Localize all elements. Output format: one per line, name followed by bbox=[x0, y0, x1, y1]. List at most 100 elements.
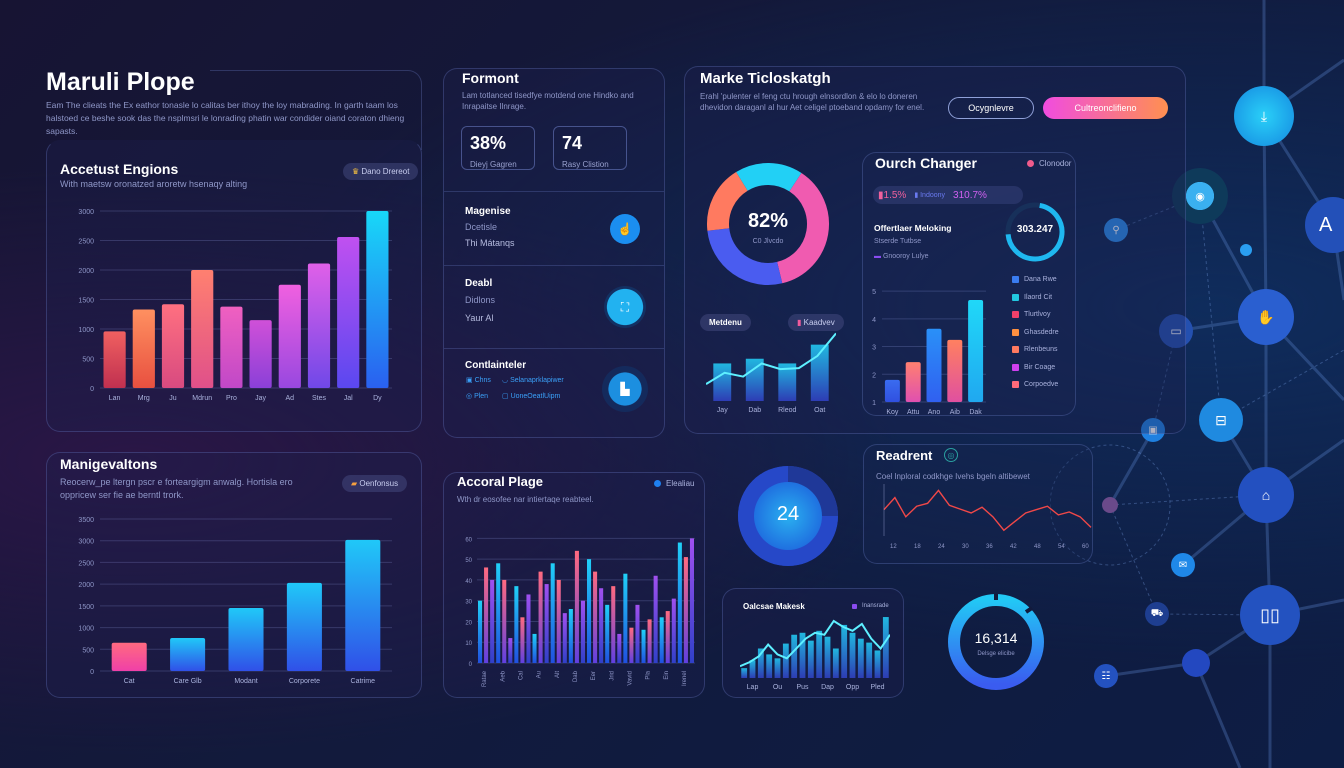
line-series bbox=[883, 489, 1092, 532]
formont-item-button[interactable]: ⛶ bbox=[604, 286, 646, 328]
stat-card[interactable]: 38% Dieyj Gagren bbox=[461, 126, 535, 170]
legend-swatch: ▮ bbox=[797, 318, 804, 327]
x-tick-label: Stes bbox=[312, 395, 327, 402]
network-node-chat[interactable]: ✉ bbox=[1171, 553, 1195, 577]
market-donut-chart bbox=[707, 163, 829, 285]
connector-button[interactable]: ▙ bbox=[602, 366, 648, 412]
bar bbox=[532, 633, 537, 663]
network-node-monitor[interactable]: ▭ bbox=[1159, 314, 1193, 348]
x-tick-label: 12 bbox=[890, 544, 897, 550]
x-tick-label: Au bbox=[537, 671, 543, 678]
cart-icon: ⊟ bbox=[1215, 411, 1227, 428]
bar bbox=[841, 624, 848, 678]
bar bbox=[526, 594, 531, 663]
y-tick-label: 3000 bbox=[78, 539, 94, 546]
kpi: ▮1.5% bbox=[878, 189, 907, 201]
y-tick-label: 40 bbox=[465, 579, 472, 585]
ourch-gauge bbox=[1005, 202, 1065, 262]
connector-link[interactable]: ◡ Selanaprklapiwer bbox=[502, 377, 564, 384]
network-node-cart[interactable]: ⊟ bbox=[1199, 398, 1243, 442]
network-node-share[interactable]: ⚲ bbox=[1104, 218, 1128, 242]
bar bbox=[968, 299, 984, 402]
gauge-24-value: 24 bbox=[776, 503, 800, 525]
bar bbox=[599, 588, 604, 663]
chart-icon: ▰ bbox=[351, 479, 360, 488]
bar bbox=[623, 573, 628, 663]
legend-label: Ilaord Cit bbox=[1024, 293, 1053, 301]
manigevaltons-badge[interactable]: ▰ Oenfonsus bbox=[342, 475, 408, 492]
network-node-car[interactable]: ⛟ bbox=[1145, 602, 1169, 626]
connector-link[interactable]: ▢ UoneOeatlUipm bbox=[502, 393, 561, 400]
ourch-subtitle: Offertlaer Meloking bbox=[874, 223, 952, 233]
y-tick-label: 20 bbox=[465, 620, 472, 626]
car-icon: ⛟ bbox=[1150, 607, 1164, 619]
connector-link[interactable]: ▣ Chns bbox=[466, 377, 491, 384]
hand-icon: ☝ bbox=[617, 222, 633, 236]
metrics-tag[interactable]: ▮ Kaadvev bbox=[788, 314, 844, 331]
legend-item: Tlurtlvoy bbox=[1012, 311, 1050, 318]
network-node-handshake[interactable]: ✋ bbox=[1238, 289, 1294, 345]
y-tick-label: 0 bbox=[90, 386, 94, 393]
legend-label: Bir Coage bbox=[1024, 363, 1056, 371]
x-tick-label: Aeb bbox=[500, 670, 506, 681]
desk-icon: ⛶ bbox=[620, 299, 630, 314]
x-tick-label: Attu bbox=[907, 409, 920, 416]
book-icon: ▯▯ bbox=[1260, 604, 1280, 625]
legend-swatch bbox=[1012, 276, 1019, 283]
y-tick-label: 2000 bbox=[78, 268, 94, 275]
formont-item-button[interactable]: ☝ bbox=[610, 214, 640, 244]
x-tick-label: Catrime bbox=[351, 678, 376, 685]
x-tick-label: Ratae bbox=[482, 670, 488, 687]
network-node-download[interactable]: ⤓ bbox=[1234, 86, 1294, 146]
network-node-letter[interactable]: A bbox=[1305, 197, 1344, 253]
formont-item-line: Yaur Al bbox=[465, 313, 494, 323]
bar bbox=[550, 563, 555, 663]
formont-item-line: Dcetisle bbox=[465, 222, 498, 232]
readrent-info-icon[interactable]: ◎ bbox=[944, 448, 958, 462]
network-node-home[interactable]: ⌂ bbox=[1238, 467, 1294, 523]
legend-swatch bbox=[1012, 381, 1019, 388]
line-series bbox=[706, 332, 836, 385]
trophy-icon: ♛ bbox=[352, 167, 362, 176]
bar bbox=[832, 648, 839, 678]
metrics-tag[interactable]: Metdenu bbox=[700, 314, 751, 331]
bar bbox=[741, 668, 748, 678]
bar bbox=[103, 331, 126, 388]
x-tick-label: 18 bbox=[914, 544, 921, 550]
legend-item: Dana Rwe bbox=[1012, 276, 1057, 283]
network-node-camera[interactable]: ▣ bbox=[1141, 418, 1165, 442]
x-tick-label: Mdrun bbox=[192, 395, 212, 402]
gauge-16314 bbox=[948, 594, 1044, 690]
x-tick-label: Rleod bbox=[778, 407, 796, 414]
network-node-book[interactable]: ▯▯ bbox=[1240, 585, 1300, 645]
ourch-gauge-value: 303.247 bbox=[1016, 224, 1054, 235]
network-node-users[interactable]: ☷ bbox=[1094, 664, 1118, 688]
legend-item: Ghasdedre bbox=[1012, 328, 1059, 336]
bar bbox=[791, 634, 798, 678]
engagement-badge[interactable]: ♛ Dano Drereot bbox=[343, 163, 419, 180]
bar bbox=[647, 619, 652, 663]
y-tick-label: 2000 bbox=[78, 582, 94, 589]
x-tick-label: Corporete bbox=[289, 678, 320, 685]
accoral-bar-chart: 0 10 20 30 40 50 60 Ratae Aeb Cal Au Alt Dab Eer Jrid V… bbox=[465, 537, 695, 687]
y-tick-label: 1 bbox=[872, 400, 876, 407]
bar bbox=[484, 567, 489, 663]
bar bbox=[538, 571, 543, 663]
bar bbox=[562, 613, 567, 663]
share-icon: ⚲ bbox=[1112, 224, 1120, 236]
x-tick-label: Koy bbox=[886, 409, 899, 416]
market-outline-button[interactable]: Ocygnlevre bbox=[948, 97, 1034, 119]
market-primary-button[interactable]: Cultreonclifieno bbox=[1043, 97, 1168, 119]
x-tick-label: Ju bbox=[169, 395, 177, 402]
bar bbox=[617, 633, 622, 663]
legend-swatch bbox=[1012, 293, 1019, 301]
connector-link[interactable]: ◎ Plen bbox=[466, 393, 489, 400]
x-tick-label: 24 bbox=[938, 544, 945, 550]
stat-card[interactable]: 74 Rasy Clistion bbox=[553, 126, 627, 170]
network-node-globe[interactable]: ◉ bbox=[1172, 168, 1228, 224]
x-tick-label: Ad bbox=[286, 395, 295, 402]
donut-value: 82% bbox=[747, 210, 789, 232]
legend-item: Rlenbeuns bbox=[1012, 346, 1057, 353]
market-description: Erahl 'pulenter el feng ctu hrough elnso… bbox=[700, 92, 925, 112]
y-tick-label: 4 bbox=[872, 317, 876, 324]
